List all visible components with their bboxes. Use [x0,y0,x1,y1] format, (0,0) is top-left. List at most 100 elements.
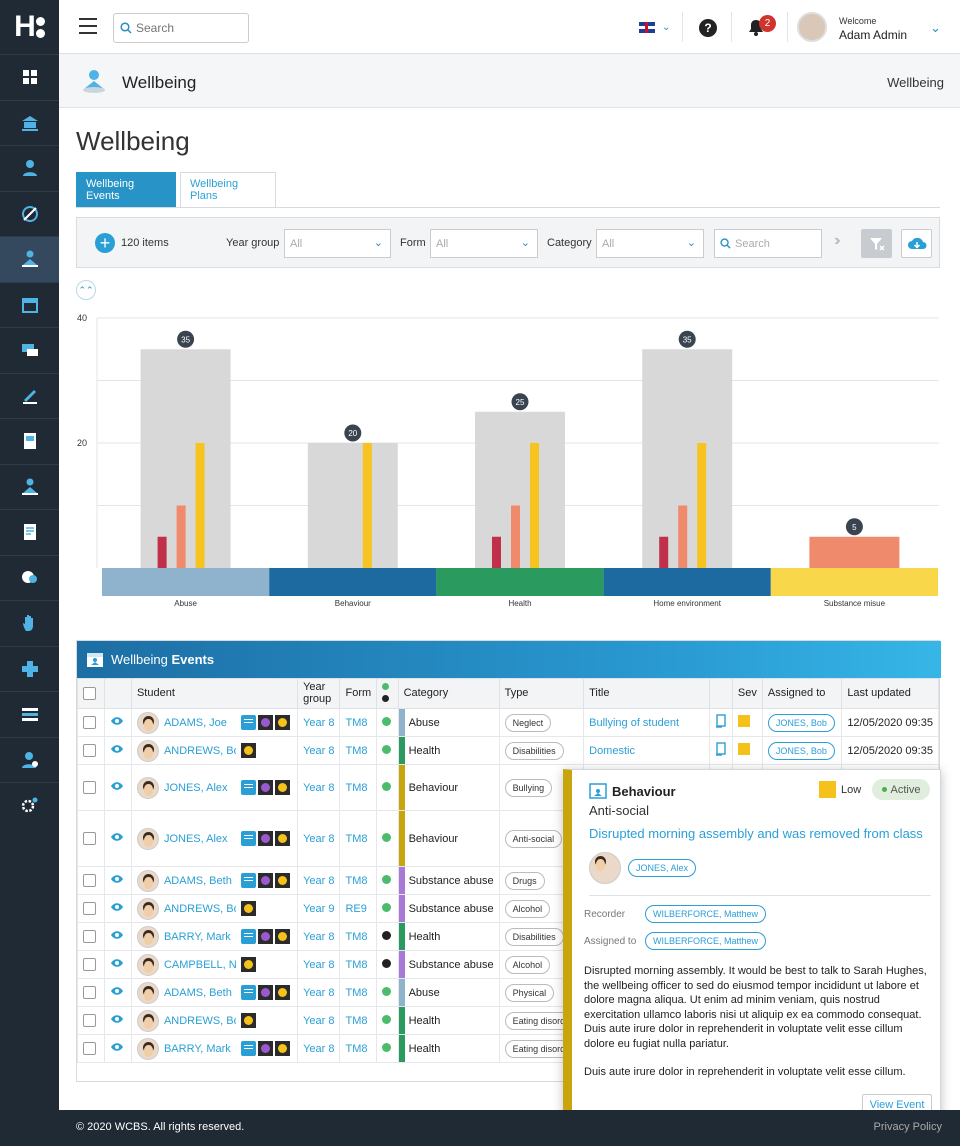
column-status[interactable] [376,677,399,710]
year-group-cell[interactable]: Year 9 [297,894,341,924]
eye-icon[interactable] [110,874,124,884]
column-form[interactable]: Form [339,677,378,710]
year-group-cell[interactable]: Year 8 [297,950,341,980]
eye-icon[interactable] [110,781,124,791]
purple-flag-icon[interactable] [257,780,273,796]
eye-icon[interactable] [110,744,124,754]
yellow-flag-icon[interactable] [240,743,256,759]
row-checkbox[interactable] [83,781,96,795]
add-event-button[interactable]: + [95,233,115,253]
year-group-cell[interactable]: Year 8 [297,708,341,738]
comment-icon[interactable] [240,929,256,945]
row-checkbox[interactable] [83,874,96,888]
nav-pastoral-icon[interactable] [0,463,59,510]
year-group-select[interactable]: All ⌄ [284,229,391,258]
form-cell[interactable]: TM8 [339,1034,378,1064]
form-cell[interactable]: TM8 [339,708,378,738]
form-cell[interactable]: TM8 [339,978,378,1008]
student-name-link[interactable]: ADAMS, Joe [163,716,227,729]
year-group-cell[interactable]: Year 8 [297,866,341,896]
eye-icon[interactable] [110,1042,124,1052]
year-group-cell[interactable]: Year 8 [297,1006,341,1036]
row-checkbox[interactable] [83,744,96,758]
purple-flag-icon[interactable] [257,985,273,1001]
nav-timetable-icon[interactable] [0,691,59,737]
row-checkbox[interactable] [83,930,96,944]
popover-student-pill[interactable]: JONES, Alex [628,859,697,877]
column-type[interactable]: Type [498,677,585,710]
collapse-chart-button[interactable]: ⌃⌃ [76,280,96,300]
table-row[interactable]: ADAMS, Joe Year 8 TM8 Abuse Neglect Bullying … [77,708,939,738]
eye-icon[interactable] [110,832,124,842]
student-name-link[interactable]: ADAMS, Beth [163,986,232,999]
nav-documents-icon[interactable] [0,418,59,464]
nav-messages-icon[interactable] [0,327,59,373]
purple-flag-icon[interactable] [257,715,273,731]
nav-wellbeing-icon[interactable] [0,236,59,282]
student-name-link[interactable]: ANDREWS, Bob [163,1014,236,1027]
user-name[interactable]: Adam Admin [839,28,908,42]
eye-icon[interactable] [110,958,124,968]
global-search[interactable] [113,13,249,43]
nav-reports-icon[interactable] [0,372,59,419]
nav-dashboard-icon[interactable] [0,54,59,100]
nav-student-icon[interactable] [0,145,59,191]
eye-icon[interactable] [110,1014,124,1024]
yellow-flag-icon[interactable] [274,1041,290,1057]
form-select[interactable]: All ⌄ [430,229,538,258]
year-group-cell[interactable]: Year 8 [297,810,341,868]
title-cell[interactable]: Domestic [583,736,710,766]
form-cell[interactable]: TM8 [339,736,378,766]
document-icon[interactable] [715,742,727,756]
year-group-cell[interactable]: Year 8 [297,978,341,1008]
yellow-flag-icon[interactable] [274,715,290,731]
column-student[interactable]: Student [130,677,299,710]
eye-icon[interactable] [110,902,124,912]
eye-icon[interactable] [110,930,124,940]
select-all-checkbox[interactable] [83,687,96,701]
menu-icon[interactable] [79,18,97,34]
category-select[interactable]: All ⌄ [596,229,704,258]
nav-medical-icon[interactable] [0,645,59,692]
comment-icon[interactable] [240,1041,256,1057]
form-cell[interactable]: TM8 [339,866,378,896]
download-button[interactable] [901,229,932,258]
assigned-pill[interactable]: WILBERFORCE, Matthew [645,932,767,950]
year-group-cell[interactable]: Year 8 [297,764,341,812]
row-checkbox[interactable] [83,958,96,972]
student-name-link[interactable]: BARRY, Mark [163,1042,231,1055]
column-title[interactable]: Title [583,677,710,710]
form-cell[interactable]: TM8 [339,810,378,868]
yellow-flag-icon[interactable] [274,929,290,945]
comment-icon[interactable] [240,831,256,847]
column-year-group[interactable]: Year group [297,677,341,710]
purple-flag-icon[interactable] [257,929,273,945]
year-group-cell[interactable]: Year 8 [297,922,341,952]
yellow-flag-icon[interactable] [274,780,290,796]
yellow-flag-icon[interactable] [274,985,290,1001]
student-name-link[interactable]: ANDREWS, Bob [163,902,236,915]
breadcrumb[interactable]: Wellbeing [887,75,944,90]
yellow-flag-icon[interactable] [240,1013,256,1029]
eye-icon[interactable] [110,986,124,996]
user-avatar[interactable] [797,12,827,42]
form-cell[interactable]: RE9 [339,894,378,924]
clear-filter-button[interactable] [861,229,892,258]
student-name-link[interactable]: CAMPBELL, Nia [163,958,236,971]
nav-attendance-icon[interactable] [0,190,59,237]
student-name-link[interactable]: ANDREWS, Bob [163,744,236,757]
nav-calendar-icon[interactable] [0,281,59,328]
year-group-cell[interactable]: Year 8 [297,736,341,766]
student-name-link[interactable]: BARRY, Mark [163,930,231,943]
tab-wellbeing-events[interactable]: Wellbeing Events [76,172,176,207]
column-assigned-to[interactable]: Assigned to [761,677,843,710]
student-name-link[interactable]: ADAMS, Beth [163,874,232,887]
nav-hand-icon[interactable] [0,600,59,646]
nav-school-icon[interactable] [0,99,59,146]
search-input[interactable] [136,21,236,35]
purple-flag-icon[interactable] [257,831,273,847]
row-checkbox[interactable] [83,716,96,730]
yellow-flag-icon[interactable] [240,901,256,917]
assigned-pill[interactable]: JONES, Bob [767,713,835,732]
